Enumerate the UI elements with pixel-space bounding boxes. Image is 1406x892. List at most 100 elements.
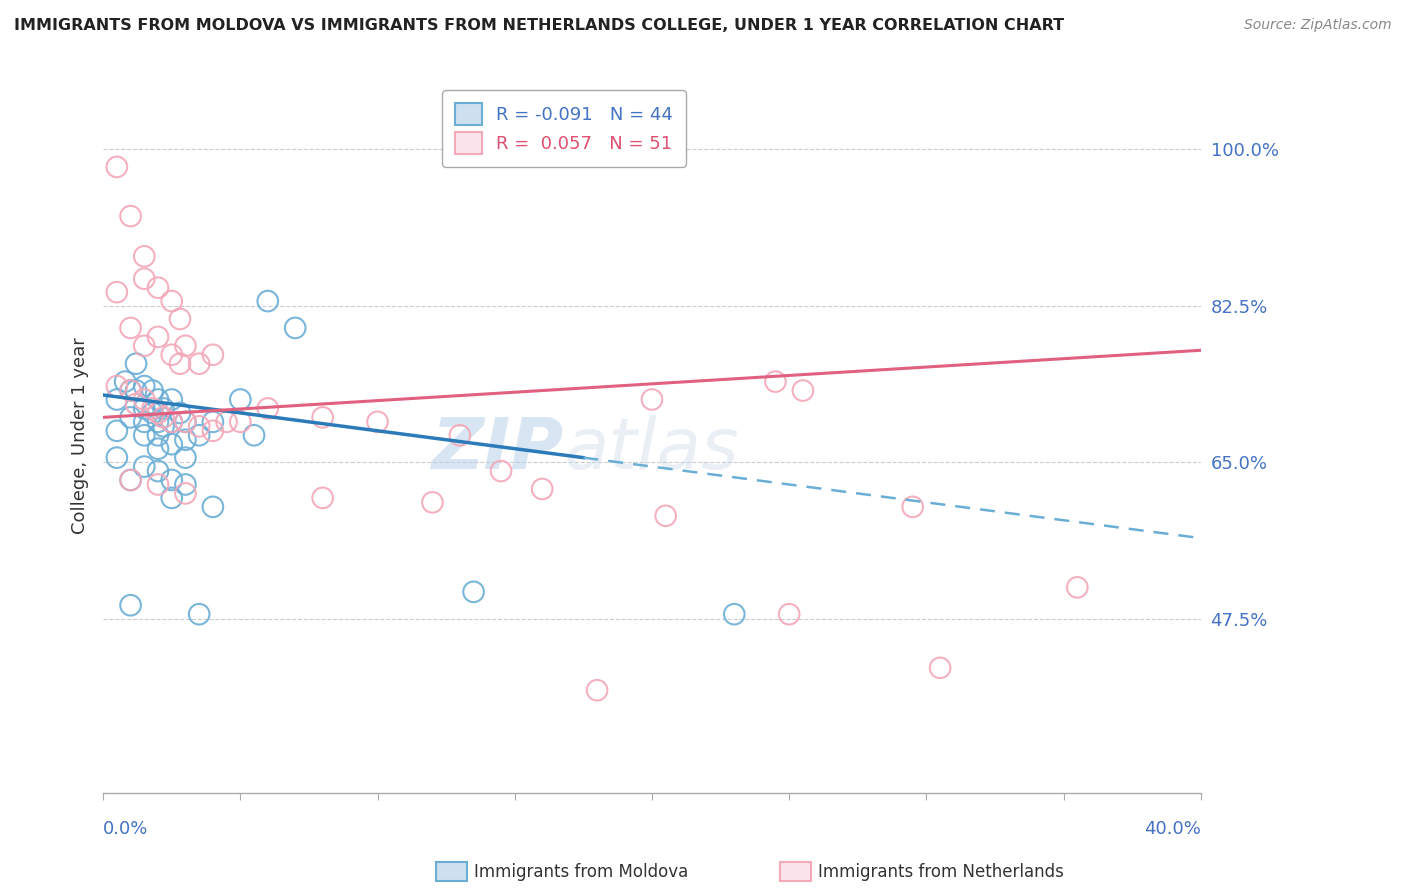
Point xyxy=(120,209,142,223)
Point xyxy=(125,384,148,398)
Point xyxy=(174,477,197,491)
Point xyxy=(134,249,156,263)
Point xyxy=(134,271,156,285)
Point xyxy=(201,500,224,514)
Point xyxy=(174,450,197,465)
Point xyxy=(160,348,183,362)
Point xyxy=(105,424,128,438)
Point xyxy=(901,500,924,514)
Point xyxy=(105,379,128,393)
Point xyxy=(146,280,169,294)
Point xyxy=(120,384,142,398)
Point xyxy=(141,406,163,420)
Point xyxy=(792,384,814,398)
Point xyxy=(489,464,512,478)
Point xyxy=(160,437,183,451)
Point xyxy=(188,357,211,371)
Point xyxy=(105,450,128,465)
Point xyxy=(188,607,211,622)
Point xyxy=(174,415,197,429)
Point xyxy=(188,428,211,442)
Point xyxy=(146,477,169,491)
Point xyxy=(125,397,148,411)
Point xyxy=(422,495,444,509)
Point xyxy=(160,294,183,309)
Point xyxy=(174,486,197,500)
Point xyxy=(215,415,238,429)
Point xyxy=(169,406,191,420)
Point xyxy=(229,415,252,429)
Point xyxy=(160,473,183,487)
Text: ZIP: ZIP xyxy=(432,415,564,484)
Point xyxy=(152,419,174,434)
Text: IMMIGRANTS FROM MOLDOVA VS IMMIGRANTS FROM NETHERLANDS COLLEGE, UNDER 1 YEAR COR: IMMIGRANTS FROM MOLDOVA VS IMMIGRANTS FR… xyxy=(14,18,1064,33)
Point xyxy=(449,428,471,442)
Point xyxy=(256,401,278,416)
Point xyxy=(174,339,197,353)
Point xyxy=(169,357,191,371)
Point xyxy=(146,406,169,420)
Text: atlas: atlas xyxy=(564,415,738,484)
Point xyxy=(169,312,191,326)
Point xyxy=(311,491,333,505)
Point xyxy=(778,607,800,622)
Point xyxy=(174,433,197,447)
Point xyxy=(134,392,156,407)
Point xyxy=(174,415,197,429)
Point xyxy=(201,415,224,429)
Point xyxy=(463,584,485,599)
Point xyxy=(367,415,389,429)
Point xyxy=(120,410,142,425)
Point xyxy=(654,508,676,523)
Text: 40.0%: 40.0% xyxy=(1144,820,1201,838)
Point xyxy=(201,348,224,362)
Point xyxy=(105,285,128,300)
Point xyxy=(146,464,169,478)
Point xyxy=(146,392,169,407)
Point xyxy=(160,491,183,505)
Point xyxy=(146,442,169,456)
Point xyxy=(160,415,183,429)
Point xyxy=(146,415,169,429)
Point xyxy=(120,473,142,487)
Point xyxy=(311,410,333,425)
Point xyxy=(134,428,156,442)
Point xyxy=(146,428,169,442)
Point xyxy=(114,375,136,389)
Point xyxy=(120,321,142,335)
Point xyxy=(256,294,278,309)
Point xyxy=(152,410,174,425)
Point xyxy=(141,384,163,398)
Point xyxy=(134,379,156,393)
Text: Immigrants from Netherlands: Immigrants from Netherlands xyxy=(818,863,1064,881)
Point xyxy=(120,473,142,487)
Point xyxy=(134,401,156,416)
Text: 0.0%: 0.0% xyxy=(103,820,149,838)
Point xyxy=(134,339,156,353)
Point xyxy=(105,392,128,407)
Point xyxy=(134,459,156,474)
Point xyxy=(134,415,156,429)
Text: Immigrants from Moldova: Immigrants from Moldova xyxy=(474,863,688,881)
Point xyxy=(152,401,174,416)
Point xyxy=(160,415,183,429)
Y-axis label: College, Under 1 year: College, Under 1 year xyxy=(72,337,89,533)
Point xyxy=(765,375,787,389)
Point xyxy=(105,160,128,174)
Point xyxy=(146,330,169,344)
Point xyxy=(229,392,252,407)
Point xyxy=(160,392,183,407)
Point xyxy=(1066,580,1088,594)
Point xyxy=(141,401,163,416)
Point xyxy=(586,683,609,698)
Point xyxy=(641,392,664,407)
Point xyxy=(243,428,266,442)
Point xyxy=(188,419,211,434)
Text: Source: ZipAtlas.com: Source: ZipAtlas.com xyxy=(1244,18,1392,32)
Point xyxy=(201,424,224,438)
Point xyxy=(125,357,148,371)
Legend: R = -0.091   N = 44, R =  0.057   N = 51: R = -0.091 N = 44, R = 0.057 N = 51 xyxy=(443,90,686,167)
Point xyxy=(531,482,554,496)
Point xyxy=(284,321,307,335)
Point xyxy=(929,661,952,675)
